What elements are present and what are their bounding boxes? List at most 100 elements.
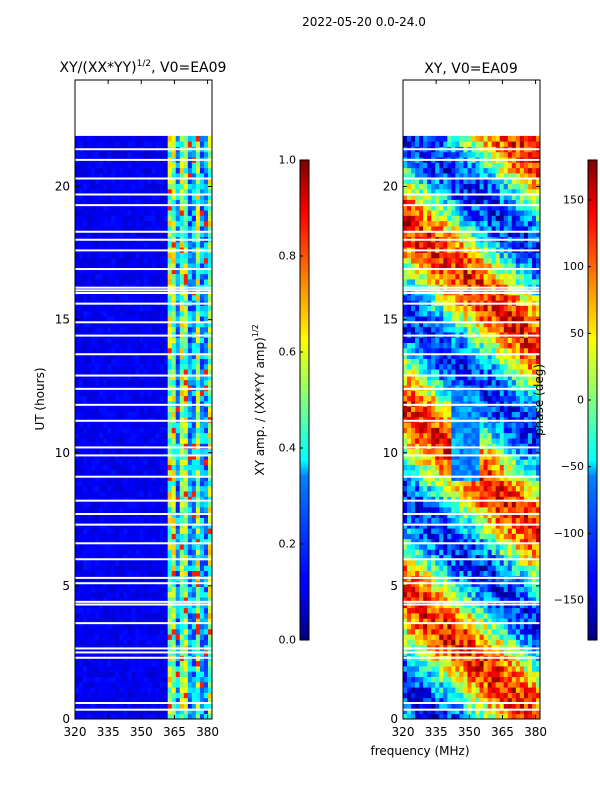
heatmap-cell (135, 274, 139, 280)
heatmap-cell (176, 141, 180, 147)
heatmap-cell (200, 406, 204, 412)
heatmap-cell (411, 682, 415, 688)
heatmap-cell (83, 316, 87, 322)
heatmap-cell (107, 327, 111, 333)
heatmap-cell (148, 528, 152, 534)
heatmap-cell (127, 560, 131, 566)
heatmap-cell (83, 549, 87, 555)
heatmap-cell (528, 639, 532, 645)
heatmap-cell (192, 639, 196, 645)
heatmap-cell (176, 396, 180, 402)
heatmap-cell (180, 412, 184, 418)
heatmap-cell (79, 592, 83, 598)
heatmap-cell (463, 671, 467, 677)
heatmap-cell (156, 565, 160, 571)
heatmap-cell (91, 624, 95, 630)
heatmap-cell (172, 629, 176, 635)
heatmap-cell (152, 560, 156, 566)
heatmap-cell (152, 152, 156, 158)
heatmap-cell (79, 316, 83, 322)
heatmap-cell (200, 295, 204, 301)
heatmap-cell (148, 427, 152, 433)
heatmap-cell (500, 693, 504, 699)
heatmap-cell (160, 507, 164, 513)
heatmap-cell (131, 141, 135, 147)
heatmap-cell (87, 141, 91, 147)
heatmap-cell (79, 412, 83, 418)
heatmap-cell (156, 528, 160, 534)
heatmap-cell (447, 549, 451, 555)
heatmap-cell (148, 639, 152, 645)
heatmap-cell (172, 687, 176, 693)
heatmap-cell (156, 592, 160, 598)
heatmap-cell (83, 480, 87, 486)
heatmap-cell (488, 666, 492, 672)
heatmap-cell (172, 136, 176, 142)
heatmap-cell (79, 624, 83, 630)
heatmap-cell (103, 406, 107, 412)
heatmap-cell (119, 253, 123, 259)
heatmap-cell (75, 306, 79, 312)
heatmap-cell (415, 549, 419, 555)
heatmap-cell (443, 634, 447, 640)
heatmap-cell (139, 316, 143, 322)
heatmap-cell (111, 279, 115, 285)
heatmap-cell (407, 571, 411, 577)
heatmap-cell (204, 337, 208, 343)
heatmap-cell (107, 390, 111, 396)
heatmap-cell (192, 677, 196, 683)
heatmap-cell (164, 162, 168, 168)
heatmap-cell (107, 427, 111, 433)
heatmap-cell (451, 544, 455, 550)
heatmap-cell (107, 369, 111, 375)
heatmap-cell (107, 571, 111, 577)
heatmap-cell (75, 263, 79, 269)
heatmap-cell (463, 682, 467, 688)
heatmap-cell (123, 274, 127, 280)
heatmap-cell (423, 544, 427, 550)
heatmap-cell (160, 390, 164, 396)
heatmap-cell (107, 486, 111, 492)
heatmap-cell (192, 565, 196, 571)
heatmap-cell (160, 427, 164, 433)
heatmap-cell (87, 168, 91, 174)
heatmap-cell (95, 480, 99, 486)
heatmap-cell (111, 528, 115, 534)
heatmap-cell (512, 571, 516, 577)
heatmap-cell (504, 693, 508, 699)
gap-line (75, 622, 212, 624)
heatmap-cell (188, 141, 192, 147)
heatmap-cell (496, 666, 500, 672)
heatmap-cell (504, 549, 508, 555)
heatmap-cell (144, 369, 148, 375)
heatmap-cell (160, 438, 164, 444)
heatmap-cell (95, 666, 99, 672)
heatmap-cell (160, 242, 164, 248)
heatmap-cell (123, 253, 127, 259)
heatmap-cell (131, 502, 135, 508)
heatmap-cell (504, 682, 508, 688)
heatmap-cell (144, 592, 148, 598)
heatmap-cell (123, 162, 127, 168)
heatmap-cell (87, 162, 91, 168)
heatmap-cell (99, 316, 103, 322)
heatmap-cell (83, 369, 87, 375)
heatmap-cell (107, 433, 111, 439)
heatmap-cell (111, 396, 115, 402)
heatmap-cell (152, 242, 156, 248)
heatmap-cell (95, 565, 99, 571)
heatmap-cell (135, 396, 139, 402)
heatmap-cell (115, 210, 119, 216)
heatmap-cell (184, 168, 188, 174)
heatmap-cell (508, 629, 512, 635)
heatmap-cell (107, 549, 111, 555)
heatmap-cell (528, 634, 532, 640)
heatmap-cell (200, 359, 204, 365)
heatmap-cell (99, 162, 103, 168)
heatmap-cell (500, 666, 504, 672)
heatmap-cell (204, 544, 208, 550)
heatmap-cell (127, 465, 131, 471)
heatmap-cell (180, 486, 184, 492)
heatmap-cell (512, 613, 516, 619)
heatmap-cell (95, 422, 99, 428)
